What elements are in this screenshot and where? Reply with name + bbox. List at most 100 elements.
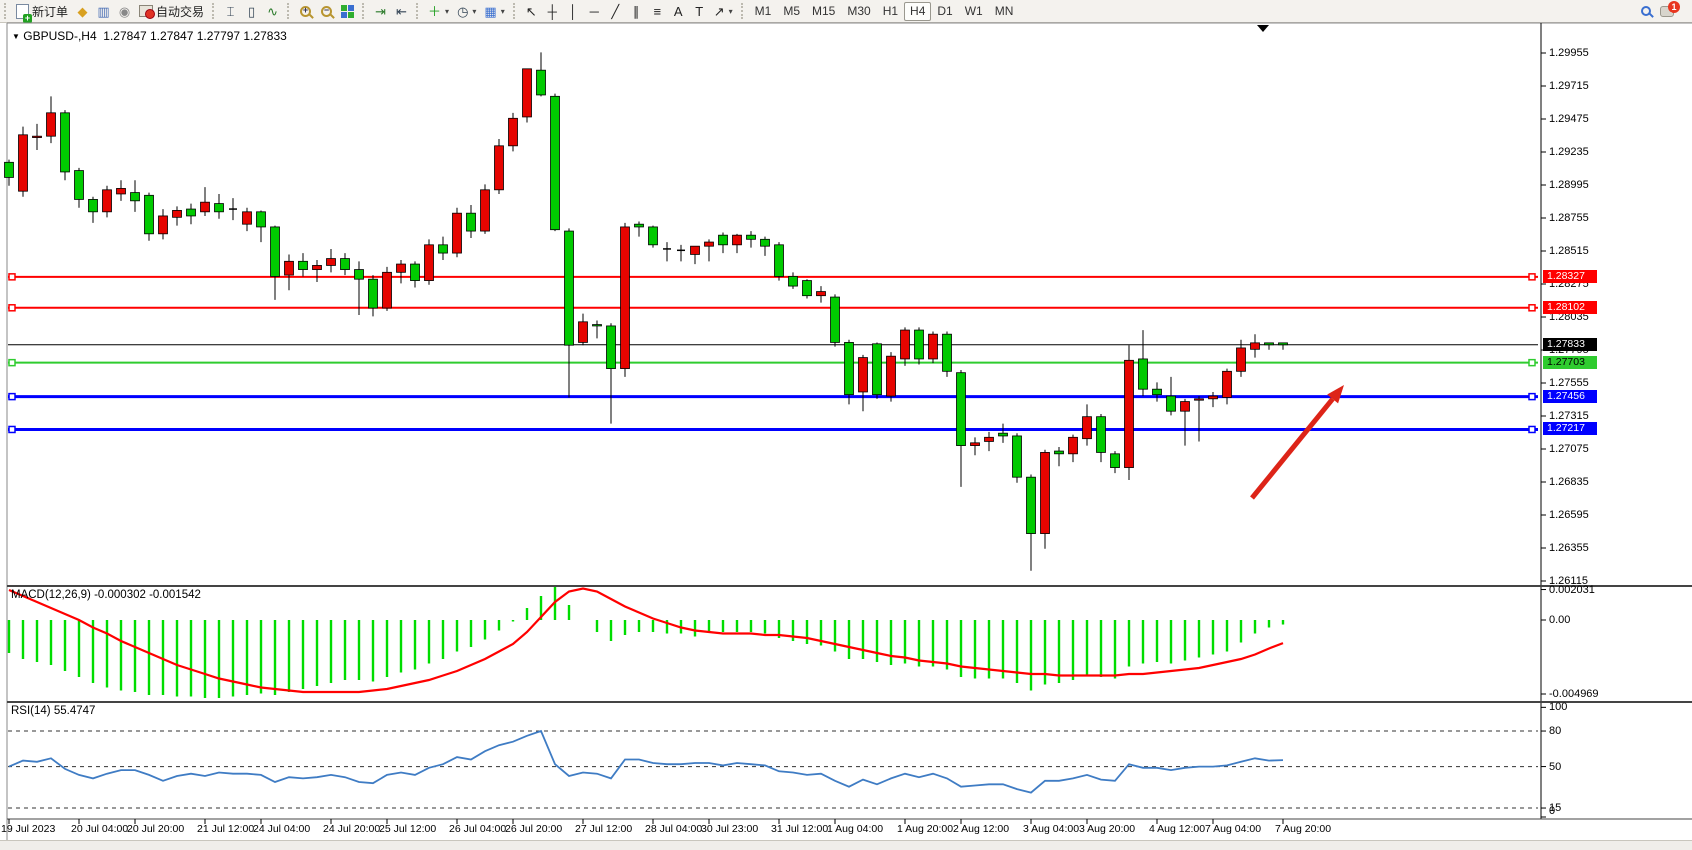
timeframe-d1-button[interactable]: D1 <box>931 2 958 21</box>
horizontal-line-1.27456[interactable] <box>8 392 1538 401</box>
toolbar-grip <box>4 3 9 19</box>
zoom-out-icon: − <box>321 5 333 17</box>
autotrade-button-label: 自动交易 <box>156 4 205 19</box>
compass-button[interactable]: ◆ <box>72 2 93 21</box>
line-price-label: 1.27456 <box>1543 389 1597 403</box>
price-axis-tick: 1.27315 <box>1549 410 1589 422</box>
periods-button[interactable]: ◷ ▾ <box>453 2 480 21</box>
vertical-line-button[interactable]: │ <box>563 2 584 21</box>
price-axis-tick: 1.29715 <box>1549 80 1589 92</box>
rsi-indicator-label: RSI(14) 55.4747 <box>11 705 95 717</box>
timeframe-w1-button[interactable]: W1 <box>959 2 989 21</box>
time-axis-label: 28 Jul 04:00 <box>645 823 703 835</box>
time-axis-label: 25 Jul 12:00 <box>379 823 437 835</box>
channel-button[interactable]: ∥ <box>626 2 647 21</box>
rsi-value: 55.4747 <box>53 705 96 717</box>
line-chart-icon: ∿ <box>267 3 278 19</box>
timeframe-m30-button[interactable]: M30 <box>841 2 876 21</box>
symbol-period-label: GBPUSD-,H4 <box>23 29 97 43</box>
horizontal-line-1.28327[interactable] <box>8 273 1538 281</box>
timeframe-w1-button-label: W1 <box>964 4 983 18</box>
time-axis-label: 7 Aug 04:00 <box>1205 823 1262 835</box>
chat-button[interactable]: 1 <box>1656 0 1680 21</box>
timeframe-h4-button[interactable]: H4 <box>904 1 932 21</box>
trendline-button[interactable]: ╱ <box>605 2 626 21</box>
time-axis-label: 7 Aug 20:00 <box>1275 823 1332 835</box>
cursor-button[interactable]: ↖ <box>521 2 542 21</box>
rsi-name: RSI(14) <box>11 705 51 717</box>
macd-axis-min: -0.004969 <box>1549 688 1599 700</box>
time-axis-label: 20 Jul 04:00 <box>71 823 129 835</box>
macd-values: -0.000302 -0.001542 <box>94 589 201 601</box>
chat-icon: 1 <box>1660 0 1680 17</box>
signal-icon: ◉ <box>118 3 131 19</box>
macd-indicator-label: MACD(12,26,9) -0.000302 -0.001542 <box>11 589 201 601</box>
current-price-label: 1.27833 <box>1543 337 1597 351</box>
macd-axis-zero: 0.00 <box>1549 614 1571 626</box>
timeframe-h4-button-label: H4 <box>910 4 926 18</box>
bars-chart-button[interactable]: ⌶ <box>220 2 241 21</box>
signal-button[interactable]: ◉ <box>114 2 135 21</box>
cursor-icon: ↖ <box>525 3 537 19</box>
chart-shift-marker <box>1257 25 1269 32</box>
horizontal-line-1.28102[interactable] <box>8 304 1538 312</box>
candlestick-chart-button[interactable]: ▯ <box>241 2 262 21</box>
rsi-axis-tick: 50 <box>1549 760 1562 773</box>
timeframe-mn-button-label: MN <box>994 4 1014 18</box>
price-axis-tick: 1.28035 <box>1549 311 1589 323</box>
chevron-down-icon: ▾ <box>500 6 505 16</box>
notification-badge: 1 <box>1668 0 1680 13</box>
crosshair-button[interactable]: ┼ <box>542 2 563 21</box>
search-button[interactable] <box>1635 2 1656 21</box>
vertical-line-icon: │ <box>569 3 578 19</box>
time-axis-label: 3 Aug 04:00 <box>1023 823 1080 835</box>
timeframe-m5-button[interactable]: M5 <box>777 2 806 21</box>
price-axis-tick: 1.26835 <box>1549 476 1589 488</box>
fibonacci-button[interactable]: ≡ <box>647 2 668 21</box>
chart-shift-icon: ⇤ <box>396 3 407 19</box>
time-axis-label: 26 Jul 20:00 <box>505 823 563 835</box>
templates-icon: ▦ <box>484 3 497 19</box>
templates-button[interactable]: ▦ ▾ <box>480 2 508 21</box>
auto-scroll-button[interactable]: ⇥ <box>370 2 391 21</box>
label-button[interactable]: T <box>689 2 710 21</box>
timeframe-m1-button[interactable]: M1 <box>749 2 778 21</box>
time-axis-label: 30 Jul 23:00 <box>701 823 759 835</box>
macd-name: MACD(12,26,9) <box>11 589 91 601</box>
auto-scroll-icon: ⇥ <box>375 3 386 19</box>
rsi-group <box>8 729 1538 809</box>
autotrade-button[interactable]: 自动交易 <box>135 2 208 21</box>
zoom-out-button[interactable]: − <box>316 2 337 21</box>
zoom-in-icon: + <box>300 5 312 17</box>
toolbar-grip <box>512 3 518 19</box>
zoom-in-button[interactable]: + <box>295 2 316 21</box>
price-axis-tick: 1.27555 <box>1549 377 1589 389</box>
indicators-button[interactable]: ＋ ▾ <box>424 2 453 21</box>
tile-windows-button[interactable] <box>337 2 358 21</box>
new-order-icon <box>16 3 32 23</box>
timeframe-h1-button[interactable]: H1 <box>877 2 904 21</box>
bars-chart-icon: ⌶ <box>226 3 235 19</box>
time-axis-label: 3 Aug 20:00 <box>1079 823 1136 835</box>
toolbar-grip <box>740 3 746 19</box>
terminal-button[interactable]: ▥ <box>93 2 114 21</box>
timeframe-mn-button[interactable]: MN <box>989 2 1020 21</box>
chevron-down-icon[interactable]: ▼ <box>12 32 20 41</box>
rsi-axis-tick: 100 <box>1549 701 1568 714</box>
arrows-button[interactable]: ↗ ▾ <box>710 2 737 21</box>
timeframe-m1-button-label: M1 <box>754 4 772 18</box>
horizontal-line-1.27217[interactable] <box>8 425 1538 434</box>
time-axis-label: 19 Jul 2023 <box>1 823 56 835</box>
trend-arrow-annotation[interactable] <box>1250 385 1344 500</box>
horizontal-line-button[interactable]: ─ <box>584 2 605 21</box>
text-button[interactable]: A <box>668 2 689 21</box>
price-axis-tick: 1.26355 <box>1549 542 1589 554</box>
new-order-button[interactable]: 新订单 <box>12 2 72 23</box>
line-chart-button[interactable]: ∿ <box>262 2 283 21</box>
candlestick-chart-icon: ▯ <box>247 3 256 19</box>
horizontal-line-1.27703[interactable] <box>8 358 1538 367</box>
line-price-label: 1.28327 <box>1543 269 1597 283</box>
timeframe-m15-button[interactable]: M15 <box>806 2 841 21</box>
chart-shift-button[interactable]: ⇤ <box>391 2 412 21</box>
